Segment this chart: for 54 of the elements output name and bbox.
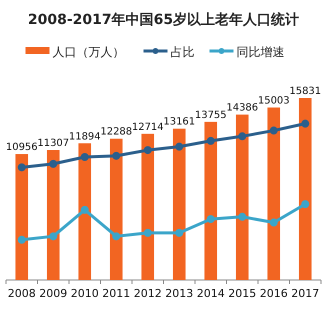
data-label: 15003 (258, 96, 290, 107)
bar (110, 138, 123, 280)
x-tick-label: 2013 (165, 287, 194, 300)
x-tick-label: 2012 (134, 287, 162, 300)
data-label: 12714 (132, 122, 164, 133)
point (144, 146, 152, 154)
bar (172, 128, 186, 280)
x-tick-label: 2014 (196, 287, 225, 300)
title: 2008-2017年中国65岁以上老年人口统计 (28, 12, 300, 28)
legend-label: 同比增速 (236, 45, 284, 59)
bar (78, 143, 92, 280)
point (206, 136, 215, 145)
data-label: 12288 (100, 126, 132, 138)
x-tick-label: 2009 (39, 287, 68, 300)
bar (204, 122, 218, 280)
legend-label: 占比 (170, 45, 194, 59)
bar (46, 150, 60, 280)
point (144, 228, 152, 237)
point (301, 200, 310, 208)
x-tick-label: 2015 (228, 287, 256, 300)
point (270, 126, 278, 135)
x-tick-label: 2017 (291, 287, 320, 300)
point (175, 142, 184, 151)
data-label: 11894 (68, 131, 101, 142)
data-label: 14386 (226, 102, 258, 114)
x-tick-label: 2016 (260, 287, 288, 300)
point (175, 228, 184, 237)
point (18, 236, 26, 244)
point (238, 132, 246, 140)
point (206, 215, 215, 224)
data-label: 10956 (6, 142, 38, 154)
point (112, 152, 120, 160)
bar (141, 134, 154, 280)
point (49, 232, 58, 240)
x-tick-label: 2010 (70, 287, 99, 300)
legend-label: 人口（万人） (52, 45, 124, 59)
point (270, 218, 278, 227)
point (112, 232, 120, 240)
bar (267, 108, 280, 280)
bar (298, 98, 312, 280)
data-label: 13161 (163, 116, 196, 128)
point (238, 212, 246, 221)
x-tick-label: 2008 (8, 287, 36, 300)
point (301, 120, 310, 128)
bar (236, 114, 249, 280)
point (49, 160, 58, 168)
point (18, 163, 26, 172)
data-label: 13755 (194, 110, 227, 121)
data-label: 15831 (289, 86, 322, 97)
point (80, 152, 89, 161)
data-label: 11307 (37, 138, 70, 150)
bar (15, 154, 28, 280)
x-tick-label: 2011 (102, 287, 130, 300)
point (80, 206, 89, 214)
